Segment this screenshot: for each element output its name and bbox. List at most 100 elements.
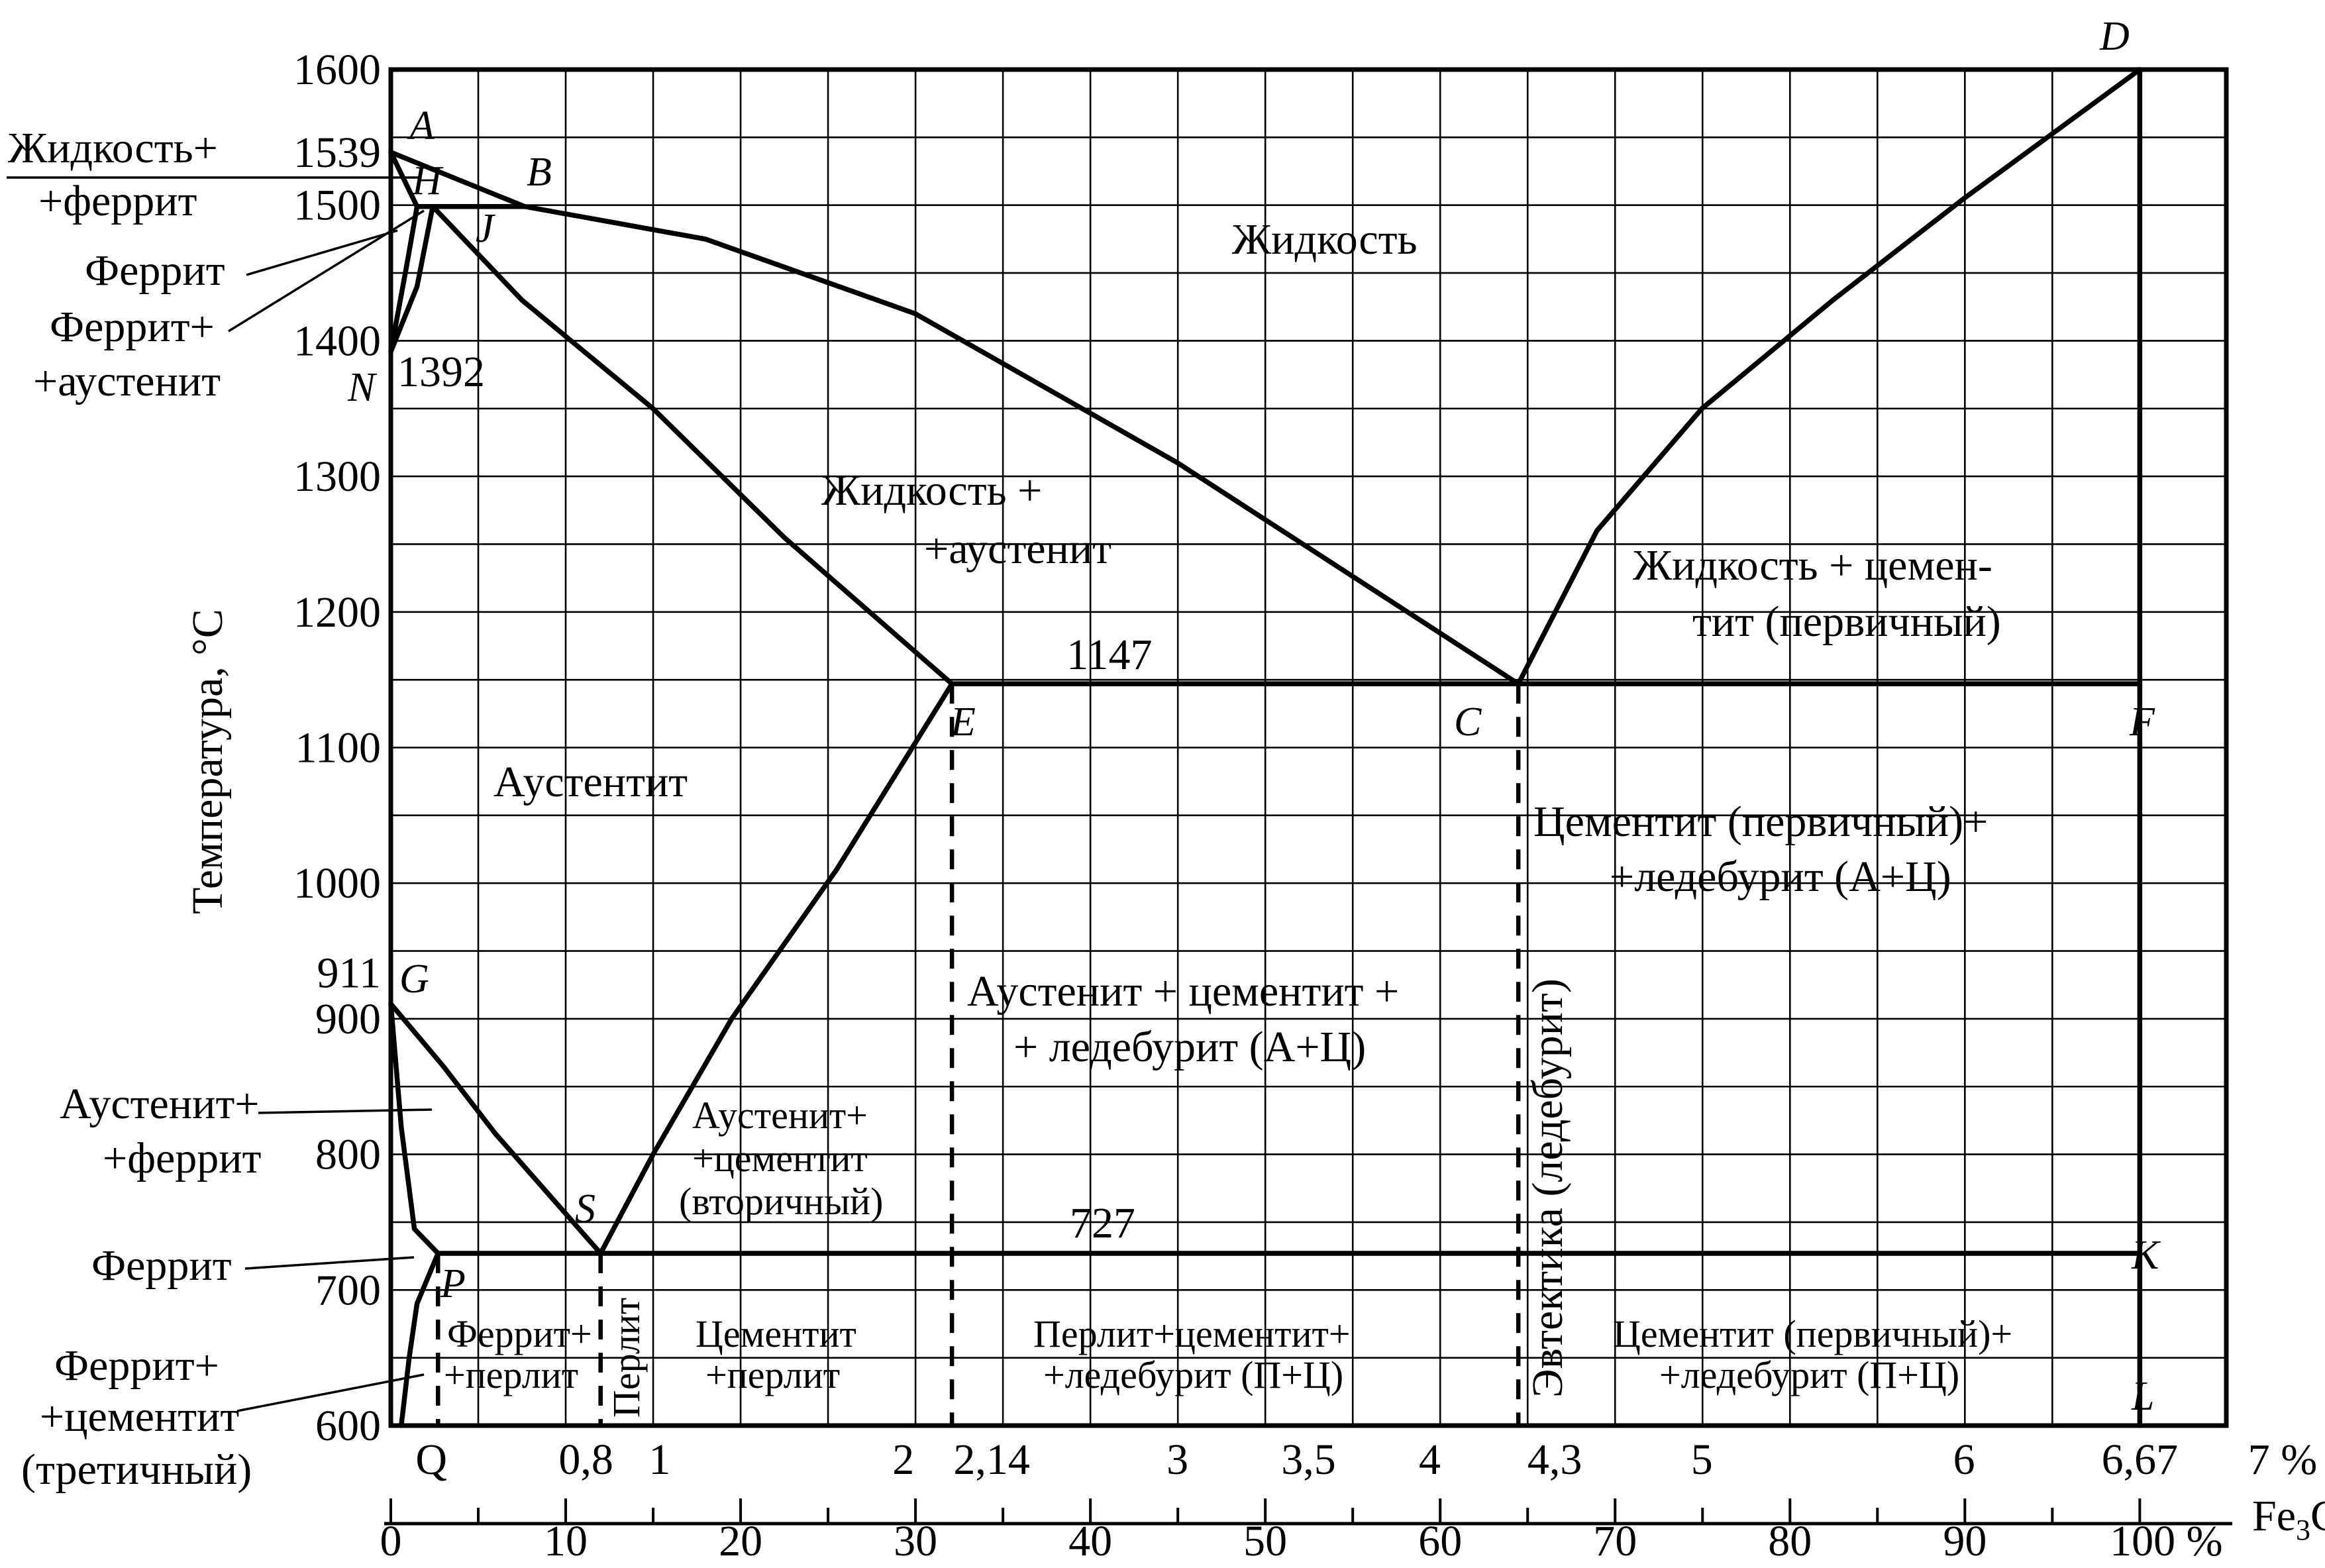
region-austenite-cementite-secondary-1: Аустенит+ (692, 1094, 868, 1137)
region-austenite-cementite-ledeburite-1: Аустенит + цементит + (967, 967, 1399, 1016)
isotherm-1392: 1392 (397, 348, 485, 396)
point-g: G (399, 957, 429, 1002)
region-liquid-austenite-2: +аустенит (924, 525, 1111, 573)
isotherm-1147: 1147 (1066, 631, 1153, 679)
region-cementite-primary-ledeburite-1: Цементит (первичный)+ (1613, 1312, 2012, 1355)
phase-curves (388, 67, 2143, 1428)
side-ferrite-austenite-1: Феррит+ (50, 303, 215, 351)
curve-ah (388, 150, 420, 209)
y-tick-label: 1100 (295, 724, 381, 772)
carbon-tick-label: 2,14 (953, 1436, 1030, 1484)
curve-pq (399, 1251, 441, 1428)
leader-ferrite-cementite (236, 1373, 425, 1412)
region-cementite-perlite-2: +перлит (705, 1353, 840, 1396)
carbon-tick-label: 6 (1953, 1436, 1975, 1484)
side-austenite-ferrite-2: +феррит (103, 1134, 261, 1182)
region-eutectic: Эвтектика (ледебурит) (1524, 978, 1572, 1398)
point-p: P (440, 1261, 466, 1306)
carbon-tick-label: 3,5 (1281, 1436, 1336, 1484)
side-ferrite-austenite-2: +аустенит (33, 357, 221, 405)
region-cementite-ledeburite-2: +ледебурит (А+Ц) (1610, 853, 1951, 901)
y-tick-label: 900 (315, 995, 381, 1043)
point-f: F (2129, 700, 2155, 745)
curve-hn (388, 203, 420, 354)
leader-ferrite-low (244, 1256, 415, 1270)
region-cementite-perlite-1: Цементит (696, 1312, 856, 1355)
point-j: J (476, 206, 495, 251)
region-austenite: Аустентит (493, 758, 688, 806)
region-cementite-ledeburite-1: Цементит (первичный)+ (1533, 798, 1988, 846)
region-perlite-cementite-ledeburite-2: +ледебурит (П+Ц) (1043, 1353, 1343, 1396)
curve-gp (388, 1001, 441, 1256)
point-e: E (950, 700, 976, 745)
side-ferrite-low: Феррит (91, 1241, 232, 1290)
region-perlite-cementite-ledeburite-1: Перлит+цементит+ (1033, 1312, 1351, 1355)
side-ferrite-top: Феррит (85, 246, 225, 295)
carbon-tick-label: 1 (648, 1436, 670, 1484)
y-tick-label: 1300 (293, 452, 381, 501)
cementite-axis-ticks (389, 1498, 2142, 1524)
region-liquid-austenite-1: Жидкость + (821, 466, 1042, 515)
carbon-tick-label: 5 (1691, 1436, 1713, 1484)
region-ferrite-perlite-2: +перлит (444, 1353, 578, 1396)
y-tick-label: 1200 (293, 588, 381, 637)
grid-lines (391, 70, 2228, 1426)
y-tick-label: 1400 (293, 317, 381, 365)
region-liquid: Жидкость (1232, 215, 1418, 264)
curve-bc (522, 203, 1521, 687)
point-h: H (411, 158, 444, 203)
curve-se (597, 681, 955, 1256)
carbon-tick-label: 4 (1419, 1436, 1441, 1484)
point-c: C (1454, 700, 1482, 745)
leader-austenite-ferrite (258, 1108, 433, 1114)
region-liquid-cementite-2: тит (первичный) (1692, 598, 2001, 646)
side-ferrite-cementite-2: +цементит (40, 1392, 239, 1441)
carbon-tick-label: 0,8 (558, 1436, 613, 1484)
curve-ab (388, 150, 527, 209)
carbon-tick-label: 6,67 (2102, 1436, 2179, 1484)
region-austenite-cementite-secondary-2: +цементит (692, 1137, 868, 1180)
y-extra-label: 1539 (293, 129, 381, 177)
point-s: S (575, 1186, 595, 1231)
y-tick-label: 700 (315, 1266, 381, 1314)
plot-frame (388, 67, 2229, 1428)
side-liquid-ferrite-1: Жидкость+ (8, 124, 218, 172)
region-cementite-primary-ledeburite-2: +ледебурит (П+Ц) (1659, 1353, 1959, 1396)
carbon-tick-label: Q (415, 1436, 447, 1484)
y-tick-label: 1600 (293, 46, 381, 94)
leader-lines (7, 176, 433, 1412)
curve-je (430, 203, 955, 687)
region-perlite: Перлит (605, 1298, 648, 1418)
point-n: N (347, 365, 378, 410)
leader-ferrite-austenite (228, 209, 425, 333)
region-liquid-cementite-1: Жидкость + цемен- (1633, 541, 1992, 590)
y-tick-label: 600 (315, 1402, 381, 1450)
y-extra-label: 911 (317, 949, 381, 997)
side-ferrite-cementite-3: (третичный) (21, 1445, 252, 1494)
side-liquid-ferrite-2: +феррит (38, 177, 197, 225)
region-austenite-cementite-secondary-3: (вторичный) (679, 1180, 883, 1223)
isotherm-727: 727 (1070, 1199, 1135, 1247)
y-tick-label: 1000 (293, 859, 381, 908)
y-tick-label: 1500 (293, 182, 381, 230)
point-k: K (2131, 1233, 2161, 1278)
y-tick-label: 800 (315, 1131, 381, 1179)
carbon-tick-label: 2 (892, 1436, 914, 1484)
carbon-tick-label: 4,3 (1527, 1436, 1582, 1484)
point-a: A (407, 103, 435, 148)
point-l: L (2131, 1374, 2154, 1419)
curve-cd (1516, 67, 2143, 687)
side-austenite-ferrite-1: Аустенит+ (60, 1080, 260, 1128)
carbon-tick-label: 7 % (2248, 1436, 2317, 1484)
carbon-tick-label: 3 (1166, 1436, 1188, 1484)
point-d: D (2099, 14, 2130, 59)
leader-ferrite-top (246, 229, 398, 276)
side-ferrite-cementite-1: Феррит+ (54, 1341, 219, 1390)
region-austenite-cementite-ledeburite-2: + ледебурит (А+Ц) (1013, 1023, 1366, 1071)
curve-jn (388, 203, 436, 354)
curve-gs (388, 1001, 603, 1256)
cementite-axis-label: Fe3C (2252, 1492, 2325, 1546)
point-b: B (527, 150, 552, 195)
y-tick-labels: 600 700 800 900 1000 1100 1200 1300 1400 1500 1600… (293, 46, 381, 1450)
